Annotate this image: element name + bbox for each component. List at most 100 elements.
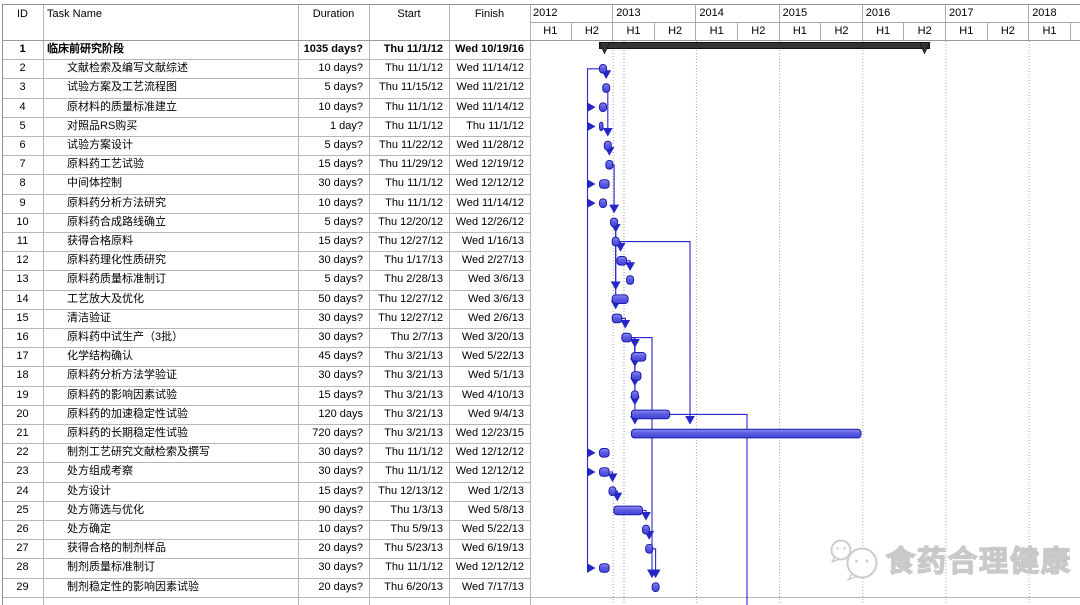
- task-bar[interactable]: [630, 390, 639, 400]
- task-finish-cell[interactable]: Wed 5/8/13: [467, 503, 524, 516]
- task-bar[interactable]: [611, 294, 629, 304]
- task-id-cell[interactable]: 28: [16, 561, 29, 574]
- task-id-cell[interactable]: 5: [19, 119, 26, 132]
- task-finish-cell[interactable]: Wed 5/1/13: [467, 369, 524, 382]
- task-start-cell[interactable]: Thu 3/21/13: [384, 369, 443, 382]
- timeline-half-2016-h1[interactable]: H1: [863, 22, 905, 40]
- task-start-cell[interactable]: Thu 11/1/12: [385, 446, 443, 459]
- task-finish-cell[interactable]: Wed 11/14/12: [456, 62, 524, 75]
- task-duration-cell[interactable]: 45 days?: [318, 350, 363, 363]
- task-finish-cell[interactable]: Wed 2/6/13: [467, 311, 524, 324]
- timeline-half-2014-h1[interactable]: H1: [696, 22, 738, 40]
- task-name-cell[interactable]: 原料药的影响因素试验: [67, 388, 177, 401]
- task-id-cell[interactable]: 27: [16, 542, 29, 555]
- task-bar[interactable]: [599, 121, 604, 132]
- task-bar[interactable]: [626, 275, 635, 285]
- task-bar[interactable]: [599, 563, 610, 573]
- task-id-cell[interactable]: 2: [19, 62, 26, 75]
- task-name-cell[interactable]: 处方筛选与优化: [67, 503, 144, 516]
- task-bar[interactable]: [608, 486, 617, 496]
- task-bar[interactable]: [611, 236, 620, 247]
- task-finish-cell[interactable]: Wed 11/21/12: [456, 81, 524, 94]
- task-bar[interactable]: [610, 217, 619, 228]
- task-duration-cell[interactable]: 30 days?: [318, 465, 363, 478]
- task-finish-cell[interactable]: Wed 7/17/13: [461, 580, 524, 593]
- task-name-cell[interactable]: 原料药合成路线确立: [67, 215, 166, 228]
- task-name-cell[interactable]: 制剂工艺研究文献检索及撰写: [67, 446, 210, 459]
- task-id-cell[interactable]: 7: [19, 158, 26, 171]
- task-bar[interactable]: [630, 371, 642, 381]
- task-duration-cell[interactable]: 20 days?: [318, 580, 363, 593]
- task-finish-cell[interactable]: Wed 12/19/12: [455, 158, 524, 171]
- task-id-cell[interactable]: 24: [16, 484, 29, 497]
- task-duration-cell[interactable]: 5 days?: [324, 273, 363, 286]
- timeline-year-2016[interactable]: 2016: [863, 4, 946, 22]
- task-finish-cell[interactable]: Wed 12/12/12: [455, 177, 524, 190]
- task-bar[interactable]: [599, 64, 607, 74]
- task-start-cell[interactable]: Thu 12/27/12: [378, 311, 443, 324]
- task-duration-cell[interactable]: 5 days?: [324, 139, 363, 151]
- task-finish-cell[interactable]: Wed 1/16/13: [461, 235, 524, 247]
- task-duration-cell[interactable]: 30 days?: [318, 369, 363, 382]
- task-id-cell[interactable]: 12: [16, 254, 29, 267]
- task-start-cell[interactable]: Thu 11/1/12: [385, 177, 443, 190]
- task-id-cell[interactable]: 17: [16, 350, 29, 363]
- timeline-half-2015-h2[interactable]: H2: [821, 22, 863, 40]
- task-finish-cell[interactable]: Wed 12/12/12: [455, 561, 524, 574]
- task-bar[interactable]: [642, 524, 650, 535]
- task-finish-cell[interactable]: Wed 3/20/13: [461, 331, 524, 343]
- task-finish-cell[interactable]: Wed 12/12/12: [455, 465, 524, 478]
- task-duration-cell[interactable]: 10 days?: [318, 196, 363, 209]
- task-id-cell[interactable]: 26: [16, 523, 29, 535]
- task-bar[interactable]: [630, 409, 671, 420]
- task-name-cell[interactable]: 原料药理化性质研究: [67, 254, 166, 267]
- task-duration-cell[interactable]: 30 days?: [318, 331, 363, 343]
- task-bar[interactable]: [651, 582, 660, 593]
- task-start-cell[interactable]: Thu 12/20/12: [378, 215, 443, 228]
- task-duration-cell[interactable]: 15 days?: [318, 388, 363, 401]
- task-finish-cell[interactable]: Wed 5/22/13: [461, 523, 524, 535]
- task-name-cell[interactable]: 原料药分析方法研究: [67, 196, 166, 209]
- task-bar[interactable]: [613, 505, 643, 516]
- task-start-cell[interactable]: Thu 11/1/12: [385, 561, 443, 574]
- task-name-cell[interactable]: 原料药中试生产（3批）: [67, 331, 184, 343]
- task-finish-cell[interactable]: Wed 12/12/12: [455, 446, 524, 459]
- task-finish-cell[interactable]: Wed 1/2/13: [467, 484, 524, 497]
- task-start-cell[interactable]: Thu 3/21/13: [384, 388, 443, 401]
- task-finish-cell[interactable]: Wed 11/14/12: [456, 100, 524, 113]
- task-duration-cell[interactable]: 5 days?: [324, 215, 363, 228]
- task-duration-cell[interactable]: 50 days?: [318, 292, 363, 305]
- task-start-cell[interactable]: Thu 11/1/12: [385, 62, 443, 75]
- task-name-cell[interactable]: 原材料的质量标准建立: [67, 100, 177, 113]
- task-duration-cell[interactable]: 30 days?: [318, 177, 363, 190]
- task-name-cell[interactable]: 临床前研究阶段: [47, 43, 124, 55]
- column-header-finish[interactable]: Finish: [474, 8, 505, 20]
- task-bar[interactable]: [645, 544, 654, 554]
- task-duration-cell[interactable]: 5 days?: [324, 81, 363, 94]
- task-name-cell[interactable]: 工艺放大及优化: [67, 292, 144, 305]
- task-duration-cell[interactable]: 30 days?: [318, 446, 363, 459]
- column-header-duration[interactable]: Duration: [312, 8, 355, 20]
- task-bar[interactable]: [611, 313, 623, 324]
- task-duration-cell[interactable]: 15 days?: [318, 235, 363, 247]
- task-id-cell[interactable]: 18: [16, 369, 29, 382]
- task-finish-cell[interactable]: Wed 6/19/13: [461, 542, 524, 555]
- timeline-half-2015-h1[interactable]: H1: [780, 22, 822, 40]
- task-name-cell[interactable]: 原料药质量标准制订: [67, 273, 166, 286]
- task-duration-cell[interactable]: 30 days?: [318, 561, 363, 574]
- summary-bar[interactable]: [598, 42, 931, 49]
- task-duration-cell[interactable]: 1 day?: [329, 119, 363, 132]
- task-bar[interactable]: [599, 467, 610, 477]
- task-name-cell[interactable]: 试验方案设计: [67, 139, 133, 151]
- task-duration-cell[interactable]: 10 days?: [318, 62, 363, 75]
- task-start-cell[interactable]: Thu 11/1/12: [385, 119, 443, 132]
- task-id-cell[interactable]: 6: [19, 139, 26, 151]
- timeline-year-2017[interactable]: 2017: [946, 4, 1030, 22]
- task-name-cell[interactable]: 获得合格的制剂样品: [67, 542, 166, 555]
- task-id-cell[interactable]: 10: [16, 215, 29, 228]
- task-bar[interactable]: [599, 198, 607, 208]
- task-bar[interactable]: [630, 428, 862, 439]
- task-start-cell[interactable]: Thu 2/28/13: [384, 273, 443, 286]
- task-finish-cell[interactable]: Wed 12/26/12: [455, 215, 524, 228]
- task-start-cell[interactable]: Thu 3/21/13: [384, 350, 443, 363]
